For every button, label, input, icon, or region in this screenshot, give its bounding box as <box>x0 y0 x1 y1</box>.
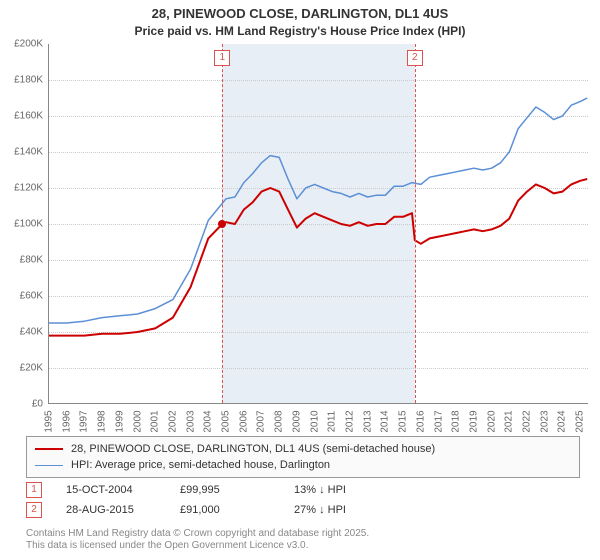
y-tick-label: £60K <box>3 291 43 302</box>
y-tick-label: £100K <box>3 219 43 230</box>
marker-row-2: 2 28-AUG-2015 £91,000 27% ↓ HPI <box>26 500 580 520</box>
legend-item-hpi: HPI: Average price, semi-detached house,… <box>35 457 571 473</box>
x-tick-label: 1996 <box>61 407 72 437</box>
legend-swatch-hpi <box>35 465 63 466</box>
x-tick-label: 2016 <box>415 407 426 437</box>
legend-item-price-paid: 28, PINEWOOD CLOSE, DARLINGTON, DL1 4US … <box>35 441 571 457</box>
marker-date-1: 15-OCT-2004 <box>66 484 156 496</box>
legend-label-price-paid: 28, PINEWOOD CLOSE, DARLINGTON, DL1 4US … <box>71 441 435 457</box>
x-tick-label: 2014 <box>380 407 391 437</box>
x-tick-label: 2019 <box>468 407 479 437</box>
chart-title-line2: Price paid vs. HM Land Registry's House … <box>0 24 600 38</box>
marker-diff-2: 27% ↓ HPI <box>294 504 384 516</box>
series-svg <box>49 44 589 404</box>
x-tick-label: 2022 <box>522 407 533 437</box>
marker-index-2: 2 <box>26 502 42 518</box>
y-tick-label: £180K <box>3 75 43 86</box>
marker-index-1: 1 <box>26 482 42 498</box>
series-hpi <box>49 98 587 323</box>
legend-swatch-price-paid <box>35 448 63 450</box>
x-tick-label: 2012 <box>344 407 355 437</box>
x-tick-label: 1999 <box>114 407 125 437</box>
x-tick-label: 2025 <box>575 407 586 437</box>
x-tick-label: 2023 <box>539 407 550 437</box>
x-tick-label: 2001 <box>150 407 161 437</box>
copyright-line1: Contains HM Land Registry data © Crown c… <box>26 528 369 540</box>
x-tick-label: 2017 <box>433 407 444 437</box>
x-tick-label: 2024 <box>557 407 568 437</box>
y-tick-label: £0 <box>3 399 43 410</box>
y-tick-label: £140K <box>3 147 43 158</box>
y-tick-label: £200K <box>3 39 43 50</box>
copyright: Contains HM Land Registry data © Crown c… <box>26 528 369 552</box>
copyright-line2: This data is licensed under the Open Gov… <box>26 540 369 552</box>
marker-label: 2 <box>407 50 423 66</box>
x-tick-label: 2008 <box>274 407 285 437</box>
marker-table: 1 15-OCT-2004 £99,995 13% ↓ HPI 2 28-AUG… <box>26 480 580 520</box>
y-tick-label: £160K <box>3 111 43 122</box>
x-tick-label: 2004 <box>203 407 214 437</box>
marker-diff-1: 13% ↓ HPI <box>294 484 384 496</box>
x-tick-label: 2020 <box>486 407 497 437</box>
marker-date-2: 28-AUG-2015 <box>66 504 156 516</box>
plot-area: £0£20K£40K£60K£80K£100K£120K£140K£160K£1… <box>48 44 588 404</box>
marker-price-2: £91,000 <box>180 504 270 516</box>
x-tick-label: 2021 <box>504 407 515 437</box>
x-tick-label: 2005 <box>221 407 232 437</box>
x-tick-label: 2011 <box>327 407 338 437</box>
y-tick-label: £20K <box>3 363 43 374</box>
data-point-marker <box>218 220 226 228</box>
x-tick-label: 2002 <box>167 407 178 437</box>
x-tick-label: 1997 <box>79 407 90 437</box>
legend-label-hpi: HPI: Average price, semi-detached house,… <box>71 457 330 473</box>
x-tick-label: 2003 <box>185 407 196 437</box>
marker-label: 1 <box>214 50 230 66</box>
marker-line <box>415 44 416 403</box>
series-price_paid <box>49 179 587 336</box>
x-tick-label: 2013 <box>362 407 373 437</box>
x-tick-label: 2000 <box>132 407 143 437</box>
x-tick-label: 2018 <box>451 407 462 437</box>
y-tick-label: £80K <box>3 255 43 266</box>
x-tick-label: 2009 <box>291 407 302 437</box>
y-tick-label: £120K <box>3 183 43 194</box>
marker-row-1: 1 15-OCT-2004 £99,995 13% ↓ HPI <box>26 480 580 500</box>
x-tick-label: 2015 <box>398 407 409 437</box>
x-tick-label: 2006 <box>238 407 249 437</box>
x-tick-label: 1998 <box>97 407 108 437</box>
x-tick-label: 2010 <box>309 407 320 437</box>
chart-title-line1: 28, PINEWOOD CLOSE, DARLINGTON, DL1 4US <box>0 0 600 23</box>
x-tick-label: 2007 <box>256 407 267 437</box>
x-tick-label: 1995 <box>44 407 55 437</box>
legend: 28, PINEWOOD CLOSE, DARLINGTON, DL1 4US … <box>26 436 580 478</box>
marker-price-1: £99,995 <box>180 484 270 496</box>
chart-container: 28, PINEWOOD CLOSE, DARLINGTON, DL1 4US … <box>0 0 600 560</box>
y-tick-label: £40K <box>3 327 43 338</box>
